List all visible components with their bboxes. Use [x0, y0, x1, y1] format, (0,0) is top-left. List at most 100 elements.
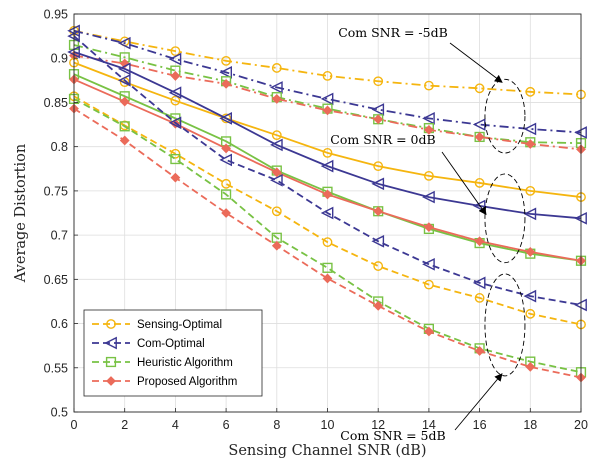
- y-tick-label: 0.8: [51, 140, 68, 154]
- legend-label: Com-Optimal: [137, 338, 205, 350]
- data-point: [423, 170, 434, 181]
- data-point: [525, 308, 536, 319]
- data-point: [270, 81, 283, 94]
- series-line: [73, 95, 582, 326]
- data-point: [474, 236, 485, 247]
- y-tick-label: 0.75: [44, 184, 68, 198]
- data-point: [474, 178, 485, 188]
- series-line: [73, 107, 582, 379]
- y-tick-label: 0.95: [44, 8, 68, 22]
- data-point: [472, 276, 486, 290]
- legend-item: Sensing-Optimal: [92, 319, 222, 331]
- data-point: [371, 234, 385, 248]
- data-point: [221, 208, 232, 218]
- data-point: [523, 122, 537, 136]
- data-point: [423, 279, 434, 290]
- axis-ticks: 0 2 4 6 8 10 12 14 16 18 20 0.5 0.55 0.6 0.65 0.7 0.75 0.…: [44, 8, 588, 433]
- data-point: [119, 96, 130, 107]
- legend: Sensing-Optimal Com-Optimal Heuristic Algo…: [83, 309, 263, 397]
- data-point: [423, 326, 434, 337]
- data-point: [270, 173, 283, 187]
- data-point: [423, 222, 434, 233]
- y-tick-label: 0.9: [51, 52, 68, 66]
- x-tick-label: 18: [523, 418, 537, 432]
- series-area: [67, 24, 587, 383]
- data-point: [170, 95, 181, 106]
- data-point: [170, 148, 181, 159]
- x-tick-label: 16: [473, 418, 487, 432]
- data-point: [422, 112, 435, 125]
- data-point: [322, 147, 333, 158]
- data-point: [170, 71, 181, 81]
- series-line: [73, 35, 582, 306]
- data-point: [373, 300, 384, 311]
- series-group: [69, 74, 586, 266]
- data-point: [422, 190, 435, 204]
- data-point: [373, 261, 384, 271]
- legend-label: Heuristic Algorithm: [137, 357, 233, 369]
- annotation-arrow: [449, 42, 503, 83]
- legend-marker: [106, 319, 116, 329]
- legend-item: Heuristic Algorithm: [92, 356, 233, 369]
- y-tick-label: 0.5: [51, 406, 68, 420]
- x-tick-label: 4: [172, 418, 179, 432]
- y-tick-label: 0.85: [44, 96, 68, 110]
- data-point: [119, 58, 130, 69]
- data-point: [119, 121, 130, 132]
- data-point: [525, 139, 536, 149]
- series-line: [73, 54, 582, 151]
- data-point: [322, 237, 333, 248]
- x-tick-label: 10: [321, 418, 335, 432]
- series-line: [73, 51, 582, 220]
- x-tick-label: 12: [371, 418, 385, 432]
- data-point: [322, 189, 333, 200]
- y-tick-label: 0.55: [44, 361, 68, 375]
- legend-marker: [104, 336, 117, 350]
- group-ellipse: [484, 78, 526, 154]
- data-point: [117, 62, 131, 76]
- annotation-label: Com SNR = 5dB: [340, 428, 445, 443]
- data-point: [373, 206, 384, 217]
- data-point: [523, 207, 537, 221]
- group-ellipse: [484, 173, 526, 264]
- group-ellipse: [484, 273, 526, 377]
- data-point: [423, 80, 434, 91]
- data-point: [373, 114, 384, 125]
- x-tick-label: 6: [223, 418, 230, 432]
- data-point: [271, 130, 282, 141]
- data-point: [221, 55, 232, 66]
- data-point: [474, 293, 485, 303]
- data-point: [320, 206, 334, 220]
- data-point: [271, 63, 282, 73]
- data-point: [168, 116, 182, 130]
- data-point: [525, 361, 536, 372]
- x-tick-label: 0: [71, 418, 78, 432]
- data-point: [170, 46, 181, 57]
- data-point: [271, 206, 282, 217]
- data-point: [320, 159, 334, 173]
- data-point: [322, 105, 333, 116]
- data-point: [270, 138, 283, 152]
- data-point: [170, 172, 181, 183]
- data-point: [422, 257, 435, 271]
- annotation-label: Com SNR = -5dB: [338, 25, 448, 40]
- data-point: [219, 112, 233, 125]
- data-point: [371, 103, 385, 116]
- data-point: [525, 86, 536, 97]
- legend-label: Sensing-Optimal: [137, 319, 222, 331]
- y-tick-label: 0.7: [51, 229, 68, 243]
- data-point: [271, 93, 282, 104]
- annotation-label: Com SNR = 0dB: [330, 132, 435, 147]
- data-point: [170, 153, 181, 165]
- annotation-arrow: [454, 373, 503, 431]
- data-point: [168, 52, 182, 66]
- x-axis-label: Sensing Channel SNR (dB): [228, 443, 426, 459]
- data-point: [219, 66, 233, 79]
- data-point: [322, 71, 333, 81]
- x-tick-label: 2: [121, 418, 128, 432]
- data-point: [371, 177, 385, 191]
- data-point: [271, 240, 282, 251]
- data-point: [474, 83, 485, 94]
- data-point: [221, 178, 232, 189]
